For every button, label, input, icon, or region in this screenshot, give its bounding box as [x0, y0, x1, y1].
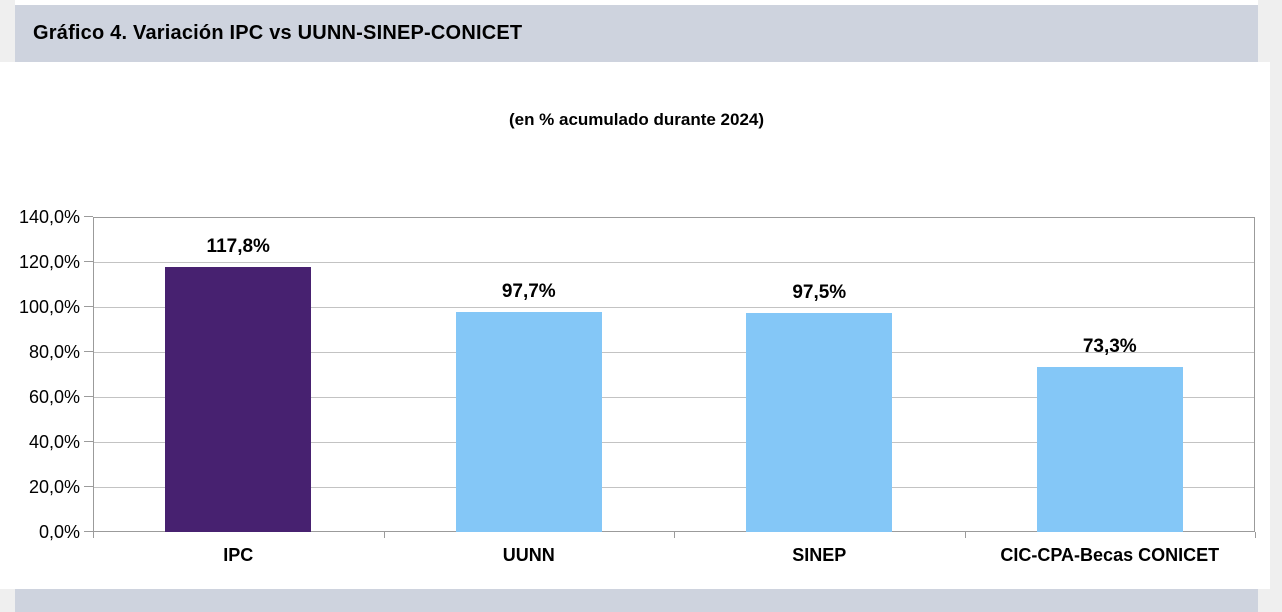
gridline [94, 307, 1254, 308]
x-axis-tick [964, 532, 966, 538]
gridline [94, 262, 1254, 263]
bar-IPC [165, 266, 312, 532]
bar-CIC-CPA-Becas CONICET [1036, 367, 1183, 532]
gridline [94, 397, 1254, 398]
y-axis-label: 40,0% [28, 432, 80, 452]
chart-subtitle: (en % acumulado durante 2024) [508, 110, 765, 129]
y-axis-label: 100,0% [18, 297, 80, 317]
category-label: CIC-CPA-Becas CONICET [1000, 545, 1220, 565]
y-axis-tick [84, 351, 93, 352]
y-axis-tick [84, 396, 93, 397]
y-axis-label: 120,0% [18, 252, 80, 272]
page-margin-right-strip [1270, 0, 1282, 612]
x-axis-tick [93, 532, 94, 538]
gridline [94, 442, 1254, 443]
y-axis-tick [84, 261, 93, 262]
header-band: Gráfico 4. Variación IPC vs UUNN-SINEP-C… [15, 5, 1258, 62]
y-axis-label: 80,0% [28, 342, 80, 362]
y-axis-tick [84, 531, 93, 532]
gridline [94, 487, 1254, 488]
gridline [94, 352, 1254, 353]
value-label: 117,8% [206, 235, 270, 257]
page-margin-left-top [0, 0, 15, 62]
chart-title: Gráfico 4. Variación IPC vs UUNN-SINEP-C… [33, 22, 523, 44]
y-axis-tick [84, 216, 93, 217]
category-label: SINEP [792, 545, 847, 565]
bar-SINEP [746, 312, 893, 532]
y-axis-label: 140,0% [18, 207, 80, 227]
x-axis-tick [383, 532, 385, 538]
y-axis-tick [84, 486, 93, 487]
footer-band [15, 589, 1258, 612]
x-axis-tick [1255, 532, 1256, 538]
bar-UUNN [455, 312, 602, 532]
y-axis-tick [84, 306, 93, 307]
y-axis-tick [84, 441, 93, 442]
y-axis-label: 20,0% [28, 477, 80, 497]
value-label: 97,5% [792, 281, 847, 303]
category-label: UUNN [502, 545, 555, 565]
page-margin-right-bottom [1258, 589, 1282, 612]
category-label: IPC [223, 545, 254, 565]
y-axis-label: 60,0% [28, 387, 80, 407]
value-label: 97,7% [501, 281, 556, 303]
x-axis-tick [674, 532, 675, 538]
page-margin-left-bottom [0, 589, 15, 612]
y-axis-label: 0,0% [38, 522, 80, 542]
value-label: 73,3% [1082, 336, 1137, 358]
